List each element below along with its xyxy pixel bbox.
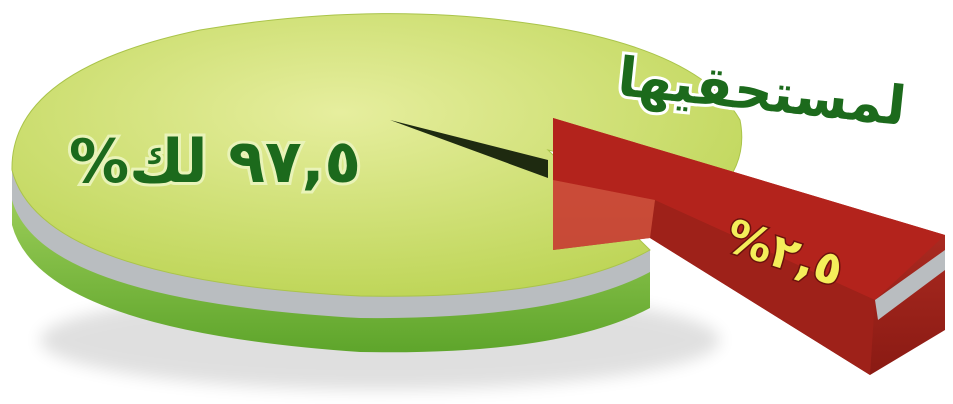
slice-gap <box>390 120 548 178</box>
pie-slice-small <box>553 118 945 375</box>
pie-slice-main-rim <box>12 170 650 319</box>
pie-slice-small-top <box>553 118 945 300</box>
pie-slice-small-inner <box>553 180 655 250</box>
pie-slice-small-rim <box>875 250 945 320</box>
pie-slice-small-front <box>650 200 875 375</box>
main-slice-label: %٩٧,٥ لك <box>69 127 361 197</box>
